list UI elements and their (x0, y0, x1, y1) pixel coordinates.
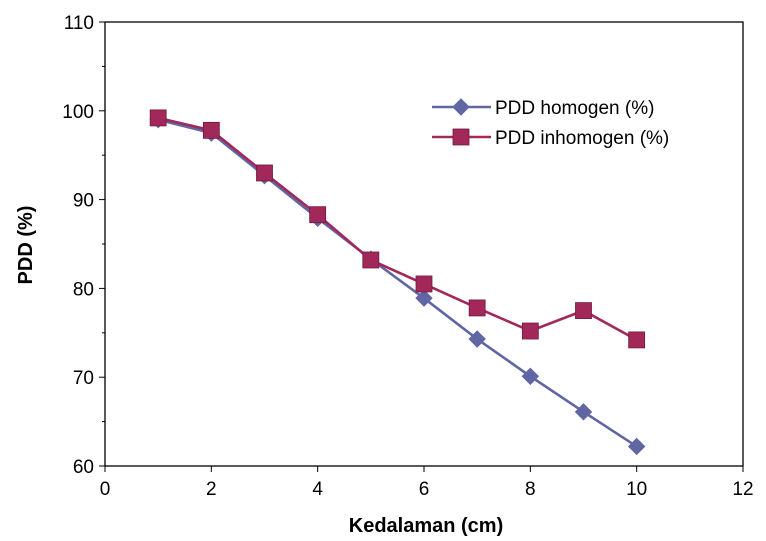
x-axis: 0 2 4 6 8 10 12 (100, 466, 754, 500)
y-axis: 60 70 80 90 100 110 (62, 13, 105, 478)
x-tick-label: 2 (206, 479, 217, 500)
y-tick-label: 100 (62, 102, 94, 123)
x-tick-label: 4 (312, 479, 323, 500)
y-tick-label: 110 (64, 13, 94, 34)
plot-area (104, 21, 744, 467)
data-point (575, 302, 592, 320)
data-point (415, 289, 433, 307)
data-point (574, 403, 593, 421)
y-axis-title: PDD (%) (15, 206, 37, 285)
series-2 (149, 109, 646, 349)
data-point (468, 299, 486, 317)
legend-label: PDD homogen (%) (495, 98, 654, 119)
plot-border (104, 21, 744, 467)
series-layer (149, 109, 646, 456)
x-tick-label: 0 (100, 479, 111, 500)
x-tick-label: 8 (525, 479, 536, 500)
y-tick-label: 60 (73, 457, 94, 478)
data-point (628, 331, 646, 349)
data-point (627, 437, 646, 456)
y-tick-label: 90 (73, 191, 94, 212)
data-point (521, 322, 539, 340)
legend-label: PDD inhomogen (%) (495, 128, 669, 149)
data-point (256, 164, 273, 182)
data-point (202, 121, 220, 139)
data-point (149, 109, 167, 127)
data-point (415, 275, 433, 293)
legend-item: PDD homogen (%) (432, 98, 654, 119)
legend-item: PDD inhomogen (%) (432, 128, 669, 149)
legend: PDD homogen (%) PDD inhomogen (%) (432, 98, 669, 149)
data-point (362, 251, 380, 269)
legend-marker (452, 98, 470, 116)
data-point (309, 206, 327, 224)
x-axis-title: Kedalaman (cm) (349, 515, 504, 537)
data-point (521, 367, 540, 386)
series-line (157, 118, 638, 448)
legend-marker (452, 128, 470, 146)
series-line (157, 116, 638, 342)
data-point (468, 330, 486, 348)
x-tick-label: 12 (732, 479, 753, 500)
y-tick-label: 80 (73, 279, 94, 300)
x-tick-label: 10 (626, 479, 647, 500)
x-tick-label: 6 (419, 479, 430, 500)
y-tick-label: 70 (73, 368, 94, 389)
